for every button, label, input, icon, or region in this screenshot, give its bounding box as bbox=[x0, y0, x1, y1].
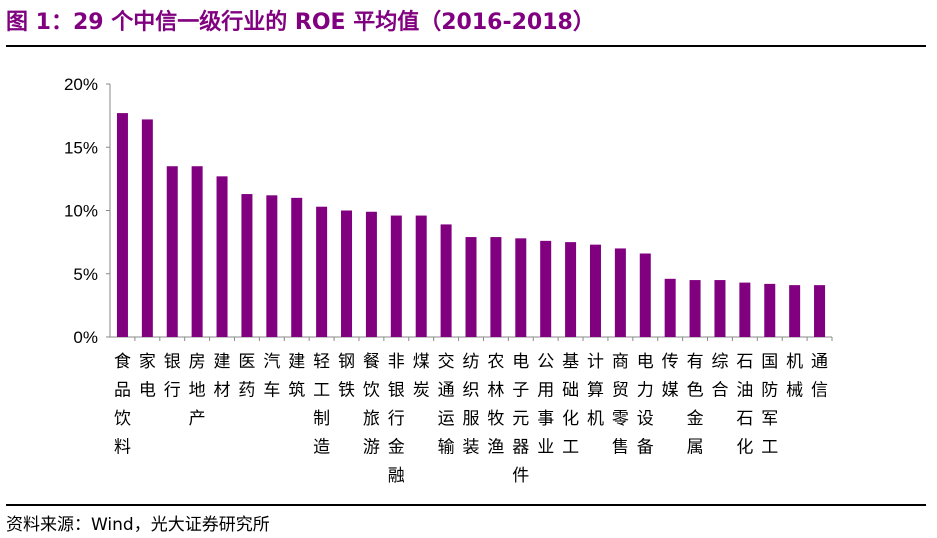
y-tick-label: 10% bbox=[64, 202, 98, 221]
category-label: 交通运输 bbox=[438, 352, 455, 458]
y-tick-label: 0% bbox=[73, 328, 98, 347]
bar bbox=[540, 240, 552, 337]
bar bbox=[166, 166, 178, 337]
bar bbox=[365, 211, 377, 337]
bar bbox=[515, 238, 527, 337]
category-label: 国防军工 bbox=[761, 352, 778, 458]
bar bbox=[141, 119, 153, 337]
category-label: 公用事业 bbox=[537, 352, 554, 458]
bar bbox=[241, 194, 253, 337]
bar bbox=[440, 224, 452, 337]
category-label: 轻工制造 bbox=[313, 352, 330, 458]
category-label: 电子元器件 bbox=[512, 352, 529, 486]
bar bbox=[116, 113, 128, 337]
figure-title: 图 1：29 个中信一级行业的 ROE 平均值（2016-2018） bbox=[6, 10, 595, 35]
bar bbox=[565, 242, 577, 337]
category-label: 汽车 bbox=[263, 352, 280, 401]
bar bbox=[589, 244, 601, 337]
bar bbox=[789, 285, 801, 337]
bar bbox=[316, 206, 328, 337]
bar bbox=[216, 176, 228, 337]
category-label: 石油石化 bbox=[736, 352, 753, 458]
bar bbox=[341, 210, 353, 337]
y-tick-label: 5% bbox=[73, 265, 98, 284]
bar bbox=[490, 237, 502, 337]
category-label: 煤炭 bbox=[413, 352, 430, 401]
category-label: 机械 bbox=[786, 352, 803, 401]
category-label: 家电 bbox=[139, 352, 156, 401]
bottom-divider bbox=[6, 504, 926, 506]
bar bbox=[639, 253, 651, 337]
bar bbox=[814, 285, 826, 337]
category-label: 建材 bbox=[214, 352, 231, 401]
category-label: 房地产 bbox=[189, 352, 206, 429]
category-label: 计算机 bbox=[587, 352, 604, 429]
category-label: 电力设备 bbox=[637, 352, 654, 458]
category-label: 基础化工 bbox=[562, 352, 579, 458]
category-label: 商贸零售 bbox=[612, 352, 629, 458]
category-label: 通信 bbox=[811, 352, 828, 401]
bar bbox=[266, 195, 278, 337]
y-tick-label: 20% bbox=[64, 75, 98, 94]
category-label: 建筑 bbox=[288, 352, 305, 401]
bar bbox=[739, 282, 751, 337]
bar bbox=[390, 215, 402, 337]
category-label: 非银行金融 bbox=[388, 352, 405, 486]
category-label: 农林牧渔 bbox=[487, 352, 504, 458]
category-label: 传媒 bbox=[662, 352, 679, 401]
top-divider bbox=[6, 45, 926, 47]
bar bbox=[764, 283, 776, 337]
bar bbox=[714, 280, 726, 337]
category-label: 餐饮旅游 bbox=[363, 352, 380, 458]
bar bbox=[689, 280, 701, 337]
bar bbox=[291, 197, 303, 337]
bar bbox=[664, 278, 676, 337]
bar bbox=[415, 215, 427, 337]
source-note: 资料来源：Wind，光大证券研究所 bbox=[6, 515, 270, 535]
category-label: 银行 bbox=[164, 352, 181, 401]
category-label: 有色金属 bbox=[687, 352, 704, 458]
category-label: 综合 bbox=[711, 352, 728, 401]
category-label: 医药 bbox=[238, 352, 255, 401]
category-label: 食品饮料 bbox=[114, 352, 131, 458]
bar bbox=[465, 237, 477, 337]
bar bbox=[191, 166, 203, 337]
category-label: 钢铁 bbox=[338, 352, 355, 401]
y-tick-label: 15% bbox=[64, 138, 98, 157]
bar bbox=[614, 248, 626, 337]
category-label: 纺织服装 bbox=[463, 352, 480, 458]
